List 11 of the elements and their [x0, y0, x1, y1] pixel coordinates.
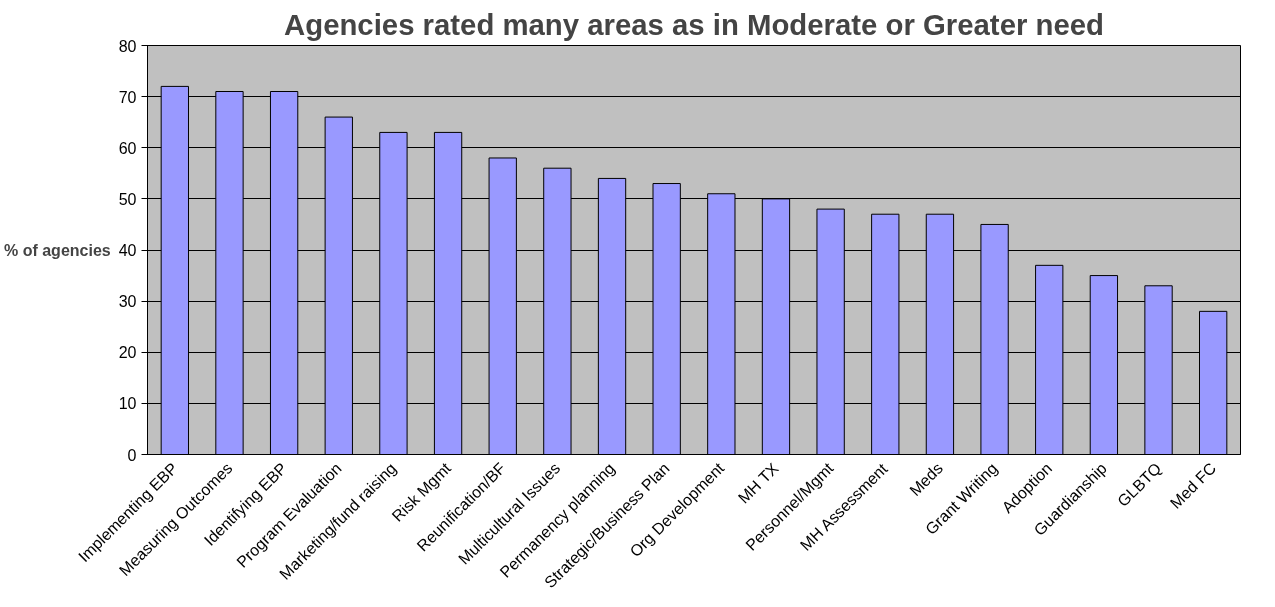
y-tick-label: 60 [118, 139, 137, 157]
y-tick-label: 80 [118, 37, 137, 55]
y-tick-label: 70 [118, 88, 137, 106]
chart-title: Agencies rated many areas as in Moderate or Greater need [284, 7, 1104, 41]
y-tick-label: 20 [118, 344, 137, 362]
y-tick-label: 30 [118, 293, 137, 311]
y-tick-label: 0 [127, 446, 137, 464]
y-tick-label: 50 [118, 190, 137, 208]
y-tick-label: 40 [118, 242, 137, 259]
y-axis-title: % of agencies [4, 241, 111, 259]
y-tick-label: 10 [118, 395, 137, 413]
